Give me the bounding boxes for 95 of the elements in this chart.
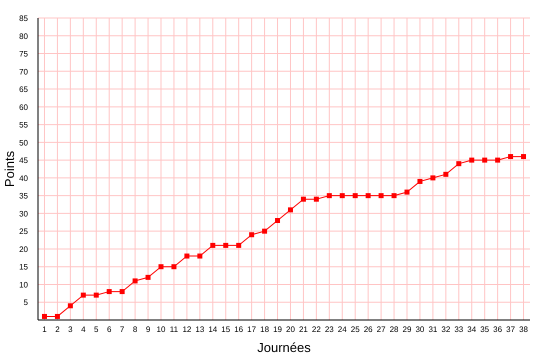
- x-tick-label: 27: [376, 325, 386, 334]
- point: [249, 232, 254, 238]
- x-tick-label: 34: [467, 325, 477, 334]
- point: [184, 254, 190, 259]
- y-tick-label: 55: [19, 120, 29, 130]
- y-tick-label: 25: [19, 227, 29, 236]
- point: [158, 264, 164, 270]
- x-tick-label: 25: [350, 325, 360, 334]
- point: [210, 242, 216, 248]
- point: [223, 242, 228, 248]
- point: [352, 193, 358, 198]
- point: [146, 274, 151, 280]
- point: [508, 154, 514, 160]
- x-tick-label: 19: [273, 325, 283, 334]
- x-tick-label: 32: [441, 325, 451, 334]
- x-tick-label: 30: [415, 325, 425, 334]
- y-tick-label: 70: [19, 67, 29, 76]
- y-tick-label: 15: [19, 262, 29, 272]
- x-tick-label: 9: [146, 325, 151, 334]
- y-tick-label: 35: [19, 192, 29, 201]
- x-tick-label: 3: [68, 325, 74, 334]
- point: [120, 289, 125, 294]
- x-tick-label: 2: [55, 325, 60, 334]
- x-tick-label: 29: [402, 325, 412, 334]
- x-tick-label: 10: [156, 325, 166, 334]
- point: [236, 242, 242, 248]
- x-tick-label: 38: [519, 325, 529, 334]
- point: [42, 314, 47, 319]
- y-tick-label: 30: [19, 209, 29, 218]
- x-tick-label: 17: [247, 325, 257, 334]
- x-tick-label: 8: [132, 325, 138, 334]
- x-tick-label: 28: [390, 325, 400, 334]
- point: [417, 178, 422, 184]
- point: [132, 278, 138, 284]
- point: [469, 158, 474, 163]
- x-tick-label: 12: [182, 325, 192, 334]
- point: [404, 190, 410, 195]
- x-tick-label: 35: [480, 325, 490, 334]
- x-tick-label: 21: [298, 325, 308, 334]
- point: [68, 303, 73, 308]
- y-axis-title: Points: [2, 150, 17, 188]
- x-tick-label: 22: [312, 325, 322, 334]
- point: [521, 154, 526, 160]
- point: [430, 175, 436, 180]
- x-tick-label: 31: [428, 325, 438, 334]
- y-tick-label: 5: [24, 298, 29, 308]
- y-tick-label: 20: [19, 244, 29, 254]
- point: [300, 196, 306, 202]
- x-tick-label: 20: [286, 325, 296, 334]
- y-tick-label: 75: [19, 50, 29, 59]
- x-tick-label: 26: [364, 325, 374, 334]
- point: [340, 193, 345, 198]
- x-tick-label: 13: [195, 325, 205, 334]
- x-tick-label: 6: [106, 325, 112, 334]
- point: [495, 158, 500, 163]
- x-tick-label: 5: [94, 325, 100, 334]
- point: [106, 289, 112, 294]
- x-tick-label: 33: [454, 325, 464, 334]
- y-tick-label: 85: [19, 14, 29, 23]
- y-tick-label: 40: [19, 174, 29, 183]
- y-tick-label: 80: [19, 32, 29, 41]
- point: [392, 193, 397, 198]
- point: [288, 207, 293, 212]
- y-tick-label: 45: [19, 156, 29, 166]
- point: [366, 193, 371, 198]
- point: [80, 292, 86, 298]
- point: [326, 193, 332, 198]
- x-tick-label: 14: [208, 325, 218, 334]
- x-tick-label: 24: [338, 325, 348, 334]
- point: [262, 228, 268, 234]
- x-tick-label: 15: [221, 325, 231, 334]
- x-axis-title: Journées: [257, 340, 312, 355]
- x-tick-label: 16: [234, 325, 244, 334]
- y-tick-label: 50: [19, 138, 29, 148]
- y-tick-label: 60: [19, 102, 29, 112]
- x-tick-label: 37: [506, 325, 516, 334]
- x-tick-label: 1: [42, 325, 48, 334]
- x-tick-label: 18: [260, 325, 270, 334]
- y-tick-label: 10: [19, 280, 29, 290]
- x-tick-label: 7: [120, 325, 125, 334]
- point: [94, 292, 99, 298]
- point: [275, 218, 280, 224]
- x-tick-label: 4: [81, 325, 86, 334]
- x-tick-label: 11: [170, 325, 179, 334]
- point: [443, 172, 448, 177]
- point: [378, 193, 384, 198]
- x-tick-label: 23: [324, 325, 334, 334]
- y-tick-label: 65: [19, 85, 29, 94]
- point: [197, 254, 202, 259]
- point: [171, 264, 176, 270]
- point: [456, 161, 462, 166]
- point: [482, 158, 488, 163]
- point: [54, 314, 60, 319]
- x-tick-label: 36: [493, 325, 503, 334]
- point: [314, 196, 319, 202]
